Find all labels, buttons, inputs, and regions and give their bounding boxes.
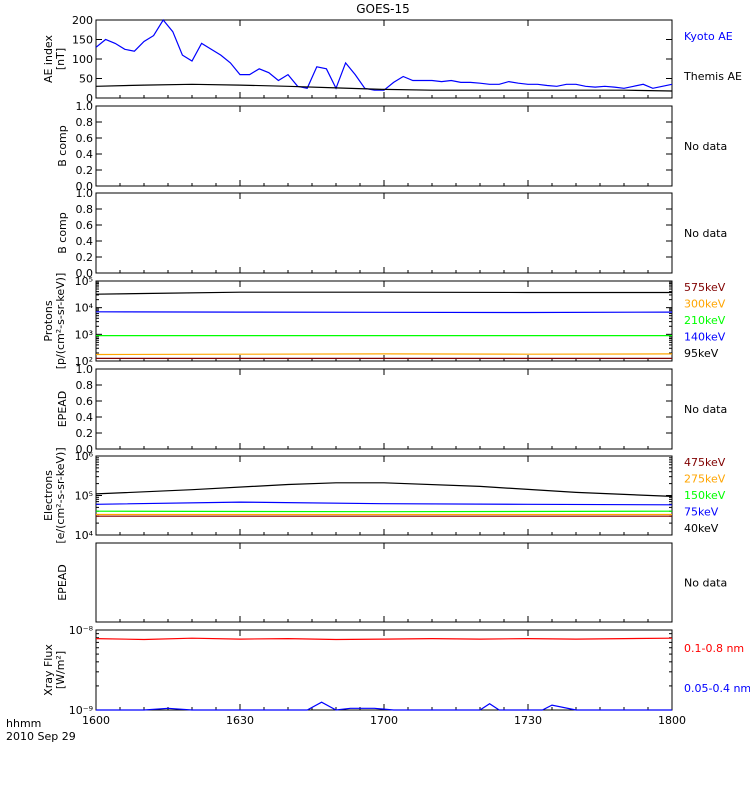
no-data-label: No data (684, 577, 727, 590)
y-tick-label: 150 (72, 34, 93, 47)
y-tick-label: 0.2 (76, 164, 94, 177)
series-line-kyoto-ae (95, 18, 673, 91)
series-line-0-05-0-4-nm (96, 701, 672, 711)
series-line-300kev (95, 353, 673, 356)
y-axis-label: EPEAD (56, 564, 69, 601)
y-tick-label: 0.8 (76, 116, 94, 129)
y-tick-label: 0.2 (76, 251, 94, 264)
series-line-0-1-0-8-nm (95, 637, 673, 641)
y-axis-label: EPEAD (56, 391, 69, 428)
legend-entry: Themis AE (683, 70, 742, 83)
y-tick-label: 10⁵ (75, 490, 93, 503)
y-axis-label: B comp (56, 212, 69, 254)
y-tick-label: 10⁴ (75, 302, 94, 315)
y-tick-label: 1.0 (76, 187, 94, 200)
x-tick-label: 1630 (226, 714, 254, 727)
x-tick-label: 1700 (370, 714, 398, 727)
legend-entry: 475keV (684, 456, 726, 469)
date-label: 2010 Sep 29 (6, 730, 76, 743)
y-tick-label: 10⁵ (75, 275, 93, 288)
legend-entry: 0.1-0.8 nm (684, 642, 744, 655)
panel-electrons: 10⁴ 10⁵ 10⁶ Electrons [e/(cm²-s-sr-keV)] 475k… (42, 447, 726, 543)
y-tick-label: 50 (79, 73, 93, 86)
panel-frame (95, 542, 673, 623)
y-tick-label: 0.0 (76, 180, 94, 193)
y-tick-label: 200 (72, 14, 93, 27)
y-axis-label: [W/m²] (54, 651, 67, 689)
y-tick-label: 1.0 (76, 100, 94, 113)
y-tick-label: 0.4 (76, 411, 94, 424)
legend-entry: Kyoto AE (684, 30, 733, 43)
panel-frame (95, 455, 673, 536)
series-line-themis-ae (95, 83, 673, 92)
y-tick-label: 10⁻⁹ (69, 704, 93, 717)
y-axis-label: Xray Flux (42, 644, 55, 696)
y-tick-label: 0.2 (76, 427, 94, 440)
x-tick-label: 1600 (82, 714, 110, 727)
y-axis-label: [e/(cm²-s-sr-keV)] (54, 447, 67, 543)
y-tick-label: 0.4 (76, 148, 94, 161)
legend-entry: 75keV (684, 506, 719, 519)
y-tick-label: 10⁻⁸ (69, 624, 94, 637)
y-tick-label: 0 (86, 92, 93, 105)
y-axis-label: Electrons (42, 470, 55, 521)
y-tick-label: 0.6 (76, 395, 94, 408)
x-tick-label: 1800 (658, 714, 686, 727)
series-line-40kev (95, 482, 673, 497)
x-tick-label: 1730 (514, 714, 542, 727)
panel-b1: 0.0 0.2 0.4 0.6 0.8 1.0 B comp No data (56, 100, 727, 193)
panel-xray: 10⁻⁹ 10⁻⁸ Xray Flux [W/m²] 0.1-0.8 nm 0.05-0.… (42, 624, 750, 717)
legend-entry: 140keV (684, 331, 726, 344)
legend-entry: 300keV (684, 298, 726, 311)
panel-epead1: 0.0 0.2 0.4 0.6 0.8 1.0 EPEAD No data (56, 363, 727, 456)
panel-frame (95, 105, 673, 187)
panel-ae: 0 50 100 150 200 AE index [nT] Kyoto AE Themis A… (42, 14, 742, 105)
panel-frame (95, 629, 673, 711)
y-tick-label: 10³ (75, 328, 93, 341)
y-axis-label: [p/(cm²-s-sr-keV)] (54, 273, 67, 370)
panel-frame (95, 192, 673, 274)
series-line-95kev (95, 291, 672, 295)
y-axis-label: B comp (56, 125, 69, 167)
y-tick-label: 0.8 (76, 203, 94, 216)
y-tick-label: 1.0 (76, 363, 94, 376)
series-line-75kev (95, 501, 673, 506)
legend-entry: 275keV (684, 473, 726, 486)
y-tick-label: 0.0 (76, 443, 94, 456)
y-axis-label: [nT] (54, 48, 67, 70)
series-line-140kev (95, 311, 673, 314)
no-data-label: No data (684, 140, 727, 153)
legend-entry: 95keV (684, 347, 719, 360)
panel-b2: 0.0 0.2 0.4 0.6 0.8 1.0 B comp No data (56, 187, 727, 280)
y-axis-label: Protons (42, 300, 55, 341)
legend-entry: 0.05-0.4 nm (684, 682, 750, 695)
panel-frame (95, 368, 673, 450)
y-axis-label: AE index (42, 34, 55, 83)
y-tick-label: 0.8 (76, 379, 94, 392)
legend-entry: 210keV (684, 314, 726, 327)
y-tick-label: 100 (72, 53, 93, 66)
legend-entry: 40keV (684, 522, 719, 535)
y-tick-label: 0.4 (76, 235, 94, 248)
legend-entry: 575keV (684, 281, 726, 294)
y-tick-label: 10² (75, 355, 93, 368)
y-tick-label: 0.6 (76, 219, 94, 232)
no-data-label: No data (684, 227, 727, 240)
no-data-label: No data (684, 403, 727, 416)
time-axis-label: hhmm (6, 717, 41, 730)
y-tick-label: 10⁴ (75, 529, 94, 542)
y-tick-label: 10⁶ (75, 450, 94, 463)
panel-epead2: EPEAD No data (56, 542, 727, 623)
legend-entry: 150keV (684, 489, 726, 502)
y-tick-label: 0.0 (76, 267, 94, 280)
chart-title: GOES-15 (356, 2, 410, 16)
series-line-150kev (95, 510, 673, 513)
y-tick-label: 0.6 (76, 132, 94, 145)
panel-protons: 10² 10³ 10⁴ 10⁵ Protons [p/(cm²-s-sr-keV)] 575… (42, 273, 726, 370)
